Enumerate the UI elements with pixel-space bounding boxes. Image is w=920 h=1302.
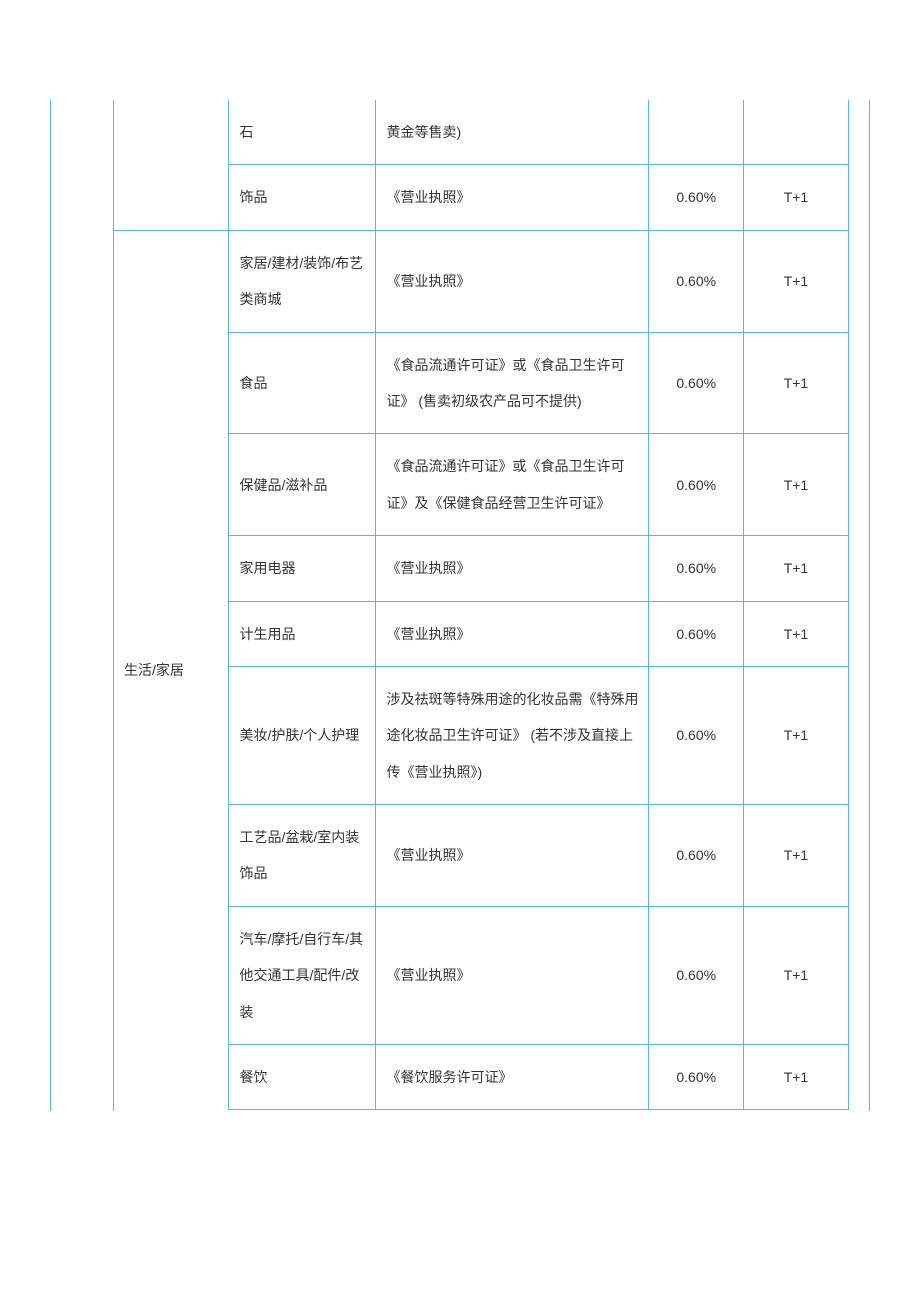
requirement-cell: 《营业执照》 [376, 230, 649, 332]
table-row: 生活/家居 家居/建材/装饰/布艺类商城 《营业执照》 0.60% T+1 [51, 230, 870, 332]
settle-cell: T+1 [743, 434, 848, 536]
subcategory-cell: 家居/建材/装饰/布艺类商城 [229, 230, 376, 332]
subcategory-cell: 美妆/护肤/个人护理 [229, 666, 376, 804]
requirement-cell: 《营业执照》 [376, 805, 649, 907]
category-cell-prev [113, 100, 228, 230]
requirement-cell: 《食品流通许可证》或《食品卫生许可证》 (售卖初级农产品可不提供) [376, 332, 649, 434]
settle-cell: T+1 [743, 536, 848, 601]
trailing-spacer [848, 100, 869, 1110]
settle-cell: T+1 [743, 906, 848, 1044]
subcategory-cell: 餐饮 [229, 1045, 376, 1110]
subcategory-cell: 食品 [229, 332, 376, 434]
settle-cell: T+1 [743, 666, 848, 804]
requirement-cell: 《营业执照》 [376, 165, 649, 230]
subcategory-cell: 保健品/滋补品 [229, 434, 376, 536]
rate-cell: 0.60% [649, 1045, 743, 1110]
subcategory-cell: 工艺品/盆栽/室内装饰品 [229, 805, 376, 907]
leading-spacer [51, 100, 114, 1110]
settle-cell: T+1 [743, 601, 848, 666]
settle-cell: T+1 [743, 805, 848, 907]
requirement-cell: 《营业执照》 [376, 601, 649, 666]
requirement-cell: 黄金等售卖) [376, 100, 649, 165]
settle-cell: T+1 [743, 1045, 848, 1110]
subcategory-cell: 计生用品 [229, 601, 376, 666]
subcategory-cell: 汽车/摩托/自行车/其他交通工具/配件/改装 [229, 906, 376, 1044]
rate-cell [649, 100, 743, 165]
requirement-cell: 《食品流通许可证》或《食品卫生许可证》及《保健食品经营卫生许可证》 [376, 434, 649, 536]
category-rate-table: 石 黄金等售卖) 饰品 《营业执照》 0.60% T+1 生活/家居 家居/建材… [50, 100, 870, 1110]
rate-cell: 0.60% [649, 165, 743, 230]
requirement-cell: 《营业执照》 [376, 906, 649, 1044]
table-row: 石 黄金等售卖) [51, 100, 870, 165]
rate-cell: 0.60% [649, 434, 743, 536]
rate-cell: 0.60% [649, 332, 743, 434]
subcategory-cell: 家用电器 [229, 536, 376, 601]
requirement-cell: 《营业执照》 [376, 536, 649, 601]
rate-cell: 0.60% [649, 805, 743, 907]
rate-cell: 0.60% [649, 666, 743, 804]
requirement-cell: 《餐饮服务许可证》 [376, 1045, 649, 1110]
rate-cell: 0.60% [649, 601, 743, 666]
rate-cell: 0.60% [649, 230, 743, 332]
category-cell-life-home: 生活/家居 [113, 230, 228, 1110]
subcategory-cell: 石 [229, 100, 376, 165]
settle-cell: T+1 [743, 230, 848, 332]
settle-cell [743, 100, 848, 165]
rate-cell: 0.60% [649, 536, 743, 601]
settle-cell: T+1 [743, 165, 848, 230]
rate-cell: 0.60% [649, 906, 743, 1044]
category-rate-table-wrap: 石 黄金等售卖) 饰品 《营业执照》 0.60% T+1 生活/家居 家居/建材… [50, 100, 870, 1110]
requirement-cell: 涉及祛斑等特殊用途的化妆品需《特殊用途化妆品卫生许可证》 (若不涉及直接上传《营… [376, 666, 649, 804]
settle-cell: T+1 [743, 332, 848, 434]
subcategory-cell: 饰品 [229, 165, 376, 230]
